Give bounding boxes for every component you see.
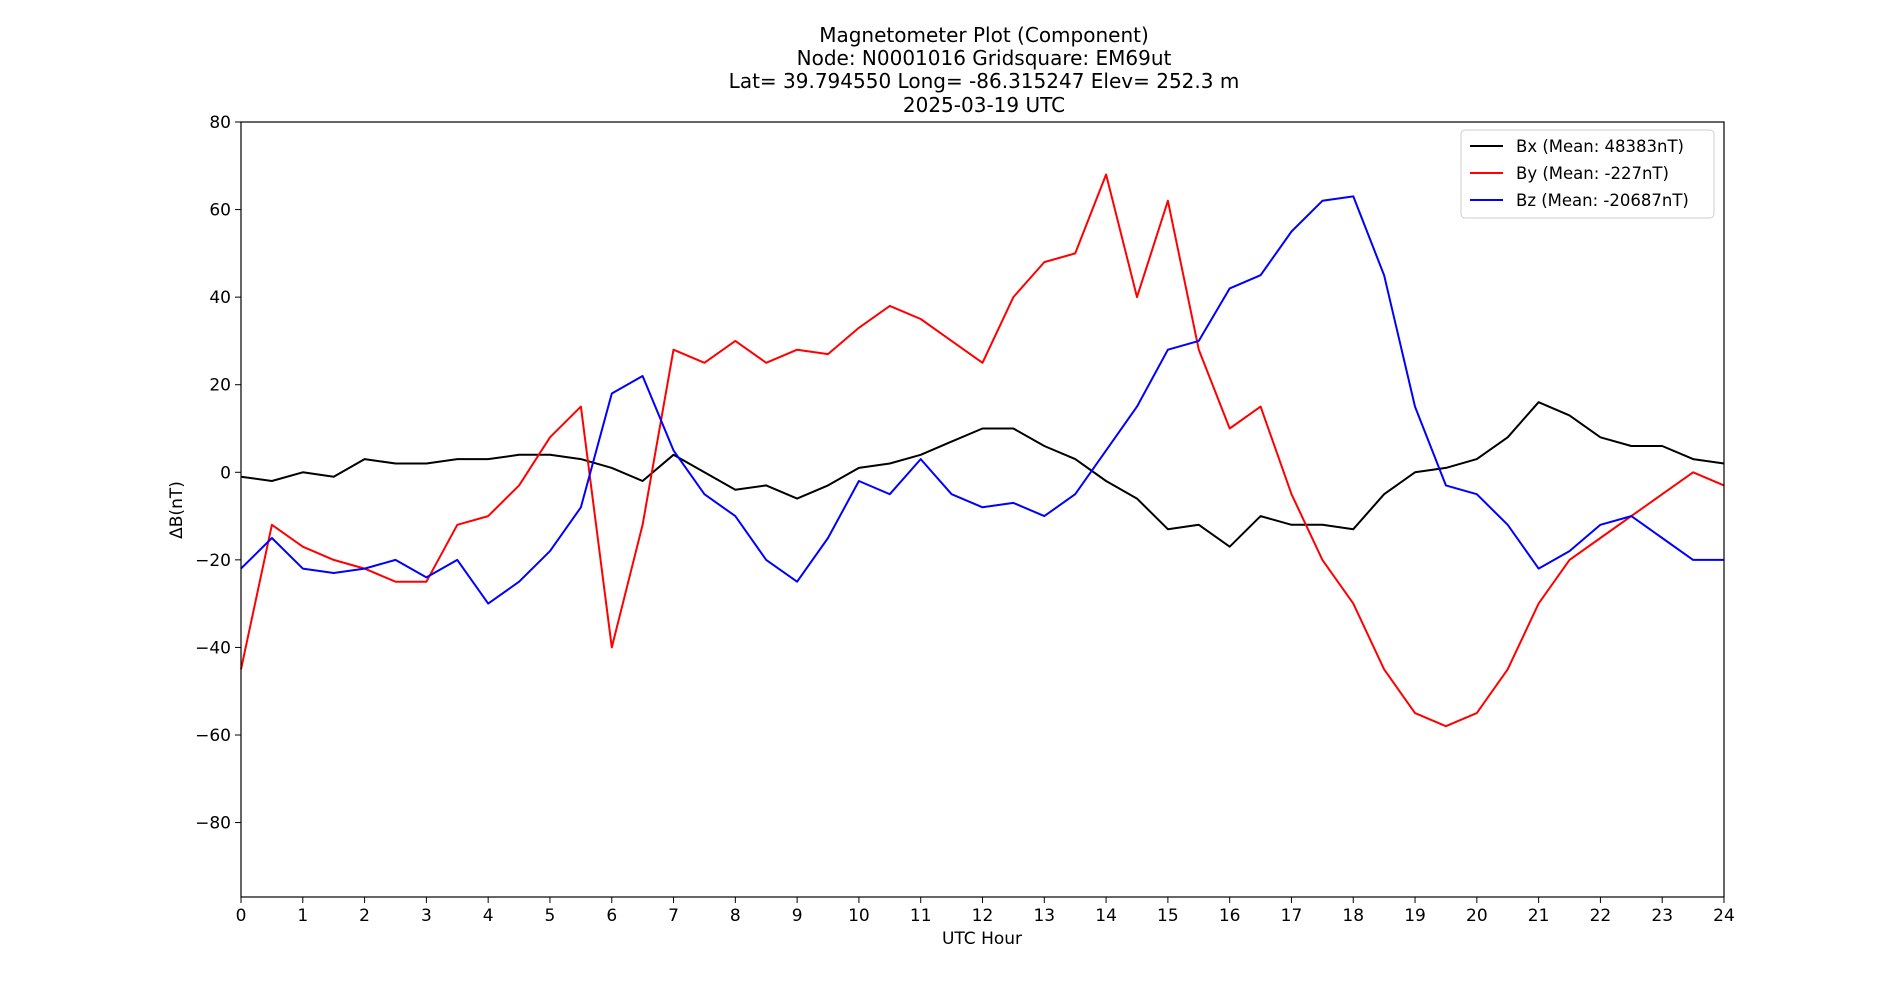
legend-label-2: Bz (Mean: -20687nT)	[1516, 191, 1689, 210]
x-axis-ticks: 0 1 2 3 4 5 6 7 8 9 10 11 12 13 14 15 16 17 18 19 20 21 22 23 24	[236, 897, 1735, 926]
y-tick-label: 60	[209, 201, 231, 221]
x-tick-label: 24	[1713, 906, 1735, 926]
x-tick-label: 18	[1342, 906, 1364, 926]
plot-frame	[240, 121, 1725, 898]
x-tick-label: 16	[1219, 906, 1241, 926]
x-axis-label: UTC Hour	[942, 929, 1022, 949]
x-tick-label: 3	[421, 906, 432, 926]
x-tick-label: 0	[236, 906, 247, 926]
x-tick-label: 10	[848, 906, 870, 926]
y-tick-label: −20	[195, 551, 231, 571]
x-tick-label: 21	[1528, 906, 1550, 926]
x-tick-label: 2	[359, 906, 370, 926]
title-line-3: Lat= 39.794550 Long= -86.315247 Elev= 25…	[729, 69, 1240, 93]
title-line-2: Node: N0001016 Gridsquare: EM69ut	[797, 46, 1172, 70]
x-tick-label: 11	[910, 906, 932, 926]
x-tick-label: 23	[1651, 906, 1673, 926]
y-tick-label: −40	[195, 638, 231, 658]
legend: Bx (Mean: 48383nT) By (Mean: -227nT) Bz (M…	[1460, 129, 1715, 219]
x-tick-label: 13	[1033, 906, 1055, 926]
x-tick-label: 5	[545, 906, 556, 926]
y-tick-label: −60	[195, 726, 231, 746]
legend-box	[1460, 129, 1715, 219]
x-tick-label: 4	[483, 906, 494, 926]
y-tick-label: 80	[209, 113, 231, 133]
series-line-0	[240, 401, 1725, 548]
x-tick-label: 9	[792, 906, 803, 926]
y-tick-label: 40	[209, 288, 231, 308]
y-tick-label: 0	[220, 463, 231, 483]
series-lines	[240, 173, 1725, 728]
x-tick-label: 19	[1404, 906, 1426, 926]
y-axis-label: ΔB(nT)	[167, 481, 187, 539]
x-tick-label: 15	[1157, 906, 1179, 926]
title-line-1: Magnetometer Plot (Component)	[819, 23, 1149, 47]
x-tick-label: 22	[1590, 906, 1612, 926]
y-axis-ticks: 80 60 40 20 0 −20 −40 −60 −80	[195, 113, 241, 834]
legend-label-1: By (Mean: -227nT)	[1516, 164, 1669, 183]
series-line-2	[240, 195, 1724, 605]
x-tick-label: 1	[297, 906, 308, 926]
x-tick-label: 20	[1466, 906, 1488, 926]
chart-title: Magnetometer Plot (Component) Node: N000…	[729, 23, 1240, 117]
x-tick-label: 8	[730, 906, 741, 926]
y-tick-label: 20	[209, 376, 231, 396]
x-tick-label: 14	[1095, 906, 1117, 926]
x-tick-label: 7	[668, 906, 679, 926]
series-line-1	[240, 173, 1725, 728]
title-line-4: 2025-03-19 UTC	[903, 93, 1065, 117]
x-tick-label: 6	[606, 906, 617, 926]
x-tick-label: 12	[972, 906, 994, 926]
legend-label-0: Bx (Mean: 48383nT)	[1516, 137, 1684, 156]
y-tick-label: −80	[195, 814, 231, 834]
x-tick-label: 17	[1281, 906, 1303, 926]
